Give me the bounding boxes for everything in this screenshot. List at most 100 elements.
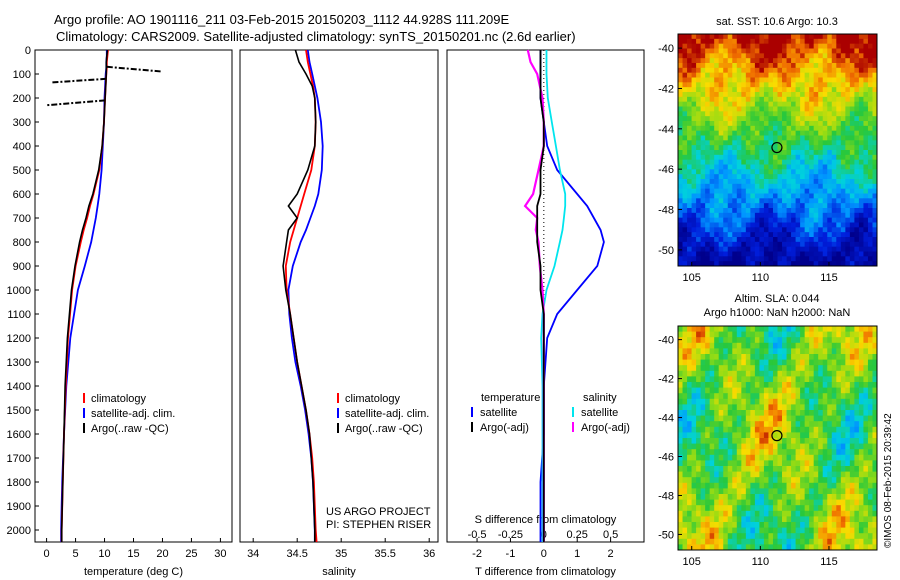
sla-map-cell — [804, 522, 810, 528]
sst-map-cell — [754, 198, 760, 204]
sla-map-cell — [854, 404, 860, 411]
sla-map-cell — [777, 337, 783, 344]
sla-map-cell — [782, 342, 787, 349]
sst-map-cell — [836, 87, 842, 93]
sst-map-cell — [682, 237, 688, 243]
sla-map-cell — [863, 482, 869, 489]
sst-map-cell — [723, 96, 729, 103]
sla-map-cell — [863, 505, 869, 512]
sla-map-cell — [745, 499, 751, 506]
sla-map-cell — [858, 438, 864, 444]
sla-map-cell — [709, 410, 715, 416]
sst-map-cell — [822, 174, 828, 180]
sst-map-cell — [827, 48, 833, 54]
salinity-x-tick-label: 34 — [247, 548, 259, 560]
sst-map-cell — [809, 227, 815, 233]
sst-map-cell — [718, 130, 724, 136]
sst-map-cell — [678, 38, 683, 45]
sla-map-cell — [750, 522, 756, 528]
sst-map-cell — [782, 145, 787, 151]
sst-map-cell — [849, 101, 855, 107]
sst-map-cell — [854, 125, 860, 132]
sla-map-cell — [772, 505, 778, 512]
sst-map-cell — [687, 72, 692, 78]
sla-map-cell — [831, 466, 837, 472]
sla-map-cell — [732, 354, 738, 360]
sst-map-cell — [809, 203, 815, 209]
sla-map-cell — [772, 477, 778, 484]
sst-map-cell — [763, 232, 769, 238]
sla-map-cell — [822, 326, 828, 332]
sst-map-cell — [795, 121, 801, 127]
sla-map-cell — [800, 538, 806, 545]
depth-tick-label: 2000 — [7, 525, 31, 537]
sst-map-cell — [872, 246, 878, 252]
sst-map-cell — [804, 183, 810, 190]
sst-map-cell — [754, 183, 760, 190]
sst-map-cell — [872, 203, 878, 209]
sla-map-cell — [723, 382, 729, 388]
sst-map-cell — [714, 198, 720, 204]
sst-map-cell — [867, 34, 873, 40]
sla-map-cell — [782, 449, 787, 456]
sst-map-cell — [763, 251, 769, 257]
sst-map-cell — [682, 111, 688, 117]
sla-map-cell — [732, 398, 738, 405]
sst-map-cell — [795, 92, 801, 98]
sst-map-cell — [759, 246, 765, 252]
sla-map-cell — [804, 494, 810, 500]
sla-map-cell — [723, 393, 729, 400]
sst-map-cell — [741, 193, 747, 199]
sst-map-cell — [700, 43, 706, 49]
sst-map-cell — [723, 106, 729, 112]
sst-map-cell — [741, 183, 747, 190]
sst-map-cell — [795, 145, 801, 151]
sst-map-cell — [822, 96, 828, 103]
sst-map-cell — [813, 222, 819, 228]
sst-map-cell — [827, 101, 833, 107]
sla-map-cell — [732, 365, 738, 372]
sst-map-cell — [736, 212, 742, 219]
sla-map-cell — [727, 466, 733, 472]
sst-map-cell — [809, 48, 815, 54]
sst-map-cell — [732, 58, 738, 64]
sla-map-cell — [836, 454, 842, 461]
sla-map-cell — [705, 426, 711, 433]
sst-map-cell — [723, 237, 729, 243]
sla-map-cell — [827, 505, 833, 512]
sla-map-cell — [700, 510, 706, 517]
sst-map-cell — [705, 58, 711, 64]
sla-map-cell — [831, 376, 837, 383]
sst-map-cell — [800, 121, 806, 127]
sla-map-cell — [687, 415, 692, 422]
sla-map-cell — [745, 337, 751, 344]
sst-map-cell — [863, 169, 869, 175]
sla-map-cell — [804, 348, 810, 355]
sla-map-cell — [714, 482, 720, 489]
sst-map-cell — [845, 150, 851, 156]
sla-map-cell — [687, 522, 692, 528]
sla-map-cell — [809, 544, 815, 551]
sst-map-cell — [836, 174, 842, 180]
sst-map-cell — [700, 53, 706, 59]
sst-map-cell — [687, 77, 692, 83]
sst-map-cell — [741, 130, 747, 136]
sst-map-cell — [845, 174, 851, 180]
sla-map-cell — [754, 471, 760, 478]
sst-map-cell — [831, 111, 837, 117]
sla-map-cell — [754, 393, 760, 400]
sst-map-cell — [705, 241, 711, 248]
sla-map-cell — [700, 426, 706, 433]
sla-map-cell — [827, 466, 833, 472]
sst-map-cell — [745, 159, 751, 165]
argo-float-marker — [771, 430, 783, 442]
sla-map-cell — [872, 454, 878, 461]
sla-map-cell — [791, 544, 796, 551]
sla-map-cell — [696, 382, 702, 388]
sla-map-cell — [795, 365, 801, 372]
sla-map-cell — [854, 365, 860, 372]
sla-map-cell — [682, 516, 688, 523]
sst-map-cell — [723, 169, 729, 175]
sla-map-cell — [818, 404, 824, 411]
sst-map-cell — [718, 179, 724, 185]
